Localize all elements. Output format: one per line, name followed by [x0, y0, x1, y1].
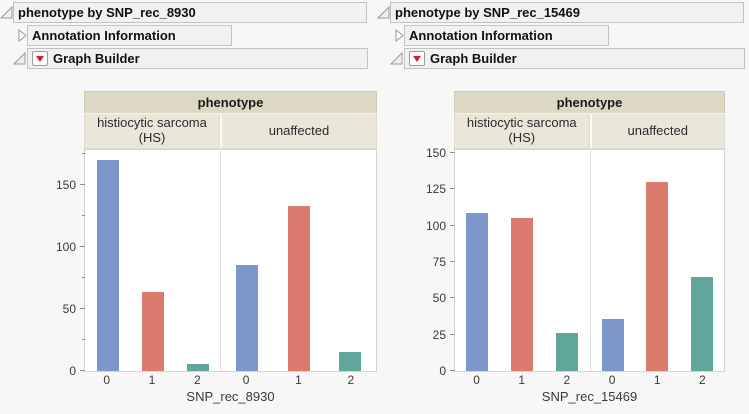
outline-graph-builder-bar[interactable]: Graph Builder	[27, 48, 368, 69]
bar-1[interactable]	[141, 291, 164, 371]
disclosure-closed-icon[interactable]	[15, 28, 28, 43]
chart-column-header: phenotype	[454, 91, 725, 114]
bar-2[interactable]	[556, 333, 579, 371]
x-tick-label: 1	[148, 373, 156, 387]
y-axis: 0 25 50 75 100 125 150	[409, 146, 455, 378]
y-tick-minor	[82, 214, 85, 216]
x-tick-label: 1	[653, 373, 661, 387]
chart-column-header: phenotype	[84, 91, 377, 114]
graph-builder-chart: phenotype histiocytic sarcoma (HS) unaff…	[426, 91, 725, 405]
bar-0[interactable]	[96, 159, 119, 371]
red-triangle-menu-button[interactable]	[32, 51, 48, 66]
y-tick-major	[450, 224, 455, 226]
y-tick-label: 50	[432, 291, 446, 306]
y-tick-major	[80, 245, 85, 247]
y-tick-label: 125	[425, 182, 446, 197]
y-tick-label: 150	[425, 145, 446, 160]
y-tick-label: 100	[425, 218, 446, 233]
x-axis-title: SNP_rec_8930	[186, 389, 275, 404]
y-tick-label: 25	[432, 327, 446, 342]
facet-label-unaffected: unaffected	[219, 114, 377, 149]
bar-1[interactable]	[511, 218, 534, 371]
bar-2[interactable]	[186, 363, 209, 371]
facet-unaffected	[589, 150, 725, 371]
y-tick-major	[450, 370, 455, 371]
bar-1[interactable]	[287, 205, 310, 371]
facet-unaffected	[220, 150, 376, 371]
y-tick-major	[80, 307, 85, 309]
y-tick-major	[450, 333, 455, 335]
facet-label-hs: histiocytic sarcoma (HS)	[454, 114, 590, 149]
facet-label-unaffected: unaffected	[589, 114, 725, 149]
outline-annotation-bar[interactable]: Annotation Information	[27, 25, 232, 46]
bar-2[interactable]	[339, 352, 362, 371]
bar-0[interactable]	[466, 212, 489, 371]
red-triangle-icon	[413, 55, 421, 62]
graph-builder-chart: phenotype histiocytic sarcoma (HS) unaff…	[56, 91, 377, 405]
outline-graph-builder-bar[interactable]: Graph Builder	[404, 48, 745, 69]
x-tick-label: 0	[608, 373, 616, 387]
bar-0[interactable]	[601, 318, 624, 371]
y-tick-label: 100	[55, 239, 76, 254]
disclosure-open-icon[interactable]	[389, 51, 403, 65]
y-tick-minor	[82, 338, 85, 340]
x-tick-label: 2	[347, 373, 355, 387]
annotation-label: Annotation Information	[32, 28, 176, 43]
x-tick-label: 1	[295, 373, 302, 387]
y-tick-label: 75	[432, 254, 446, 269]
y-tick-major	[450, 297, 455, 299]
x-tick-label: 0	[473, 373, 480, 387]
red-triangle-icon	[36, 55, 44, 62]
bar-0[interactable]	[235, 265, 258, 371]
disclosure-open-icon[interactable]	[0, 5, 13, 19]
panel-title: phenotype by SNP_rec_15469	[395, 5, 580, 20]
x-tick-label: 2	[193, 373, 201, 387]
bar-1[interactable]	[646, 182, 669, 371]
x-axis-labels: 0 1 2 0 1 2	[454, 372, 725, 389]
y-axis: 0 50 100 150	[39, 150, 85, 378]
panel-title: phenotype by SNP_rec_8930	[18, 5, 196, 20]
facet-hs	[455, 150, 590, 371]
y-tick-minor	[82, 276, 85, 278]
disclosure-open-icon[interactable]	[376, 5, 390, 19]
y-tick-major	[80, 370, 85, 371]
graph-builder-label: Graph Builder	[430, 51, 517, 66]
x-tick-label: 1	[518, 373, 526, 387]
disclosure-closed-icon[interactable]	[392, 28, 405, 43]
x-tick-label: 2	[563, 373, 571, 387]
x-axis-labels: 0 1 2 0 1 2	[84, 372, 377, 389]
graph-builder-label: Graph Builder	[53, 51, 140, 66]
x-axis-title: SNP_rec_15469	[541, 389, 638, 404]
outline-title-bar[interactable]: phenotype by SNP_rec_8930	[13, 2, 367, 23]
x-tick-label: 0	[242, 373, 250, 387]
outline-title-bar[interactable]: phenotype by SNP_rec_15469	[390, 2, 744, 23]
y-tick-major	[450, 188, 455, 190]
y-tick-minor	[82, 152, 85, 154]
outline-annotation-bar[interactable]: Annotation Information	[404, 25, 609, 46]
y-tick-major	[450, 151, 455, 153]
plot-area: 0 25 50 75 100 125 150	[426, 146, 725, 378]
y-tick-major	[450, 260, 455, 262]
y-tick-label: 0	[439, 364, 446, 378]
report-panel-snp-15469: phenotype by SNP_rec_15469 Annotation In…	[376, 0, 749, 414]
plot-area: 0 50 100 150	[56, 149, 377, 378]
annotation-label: Annotation Information	[409, 28, 553, 43]
facet-hs	[85, 150, 220, 371]
disclosure-open-icon[interactable]	[12, 51, 26, 65]
bar-2[interactable]	[690, 276, 713, 371]
y-tick-label: 50	[62, 301, 76, 316]
red-triangle-menu-button[interactable]	[409, 51, 425, 66]
y-tick-label: 0	[69, 364, 76, 378]
x-tick-label: 0	[103, 373, 110, 387]
report-panel-snp-8930: phenotype by SNP_rec_8930 Annotation Inf…	[0, 2, 377, 405]
y-tick-major	[80, 183, 85, 185]
x-tick-label: 2	[699, 373, 706, 387]
facet-label-hs: histiocytic sarcoma (HS)	[84, 114, 220, 149]
y-tick-label: 150	[55, 177, 76, 192]
